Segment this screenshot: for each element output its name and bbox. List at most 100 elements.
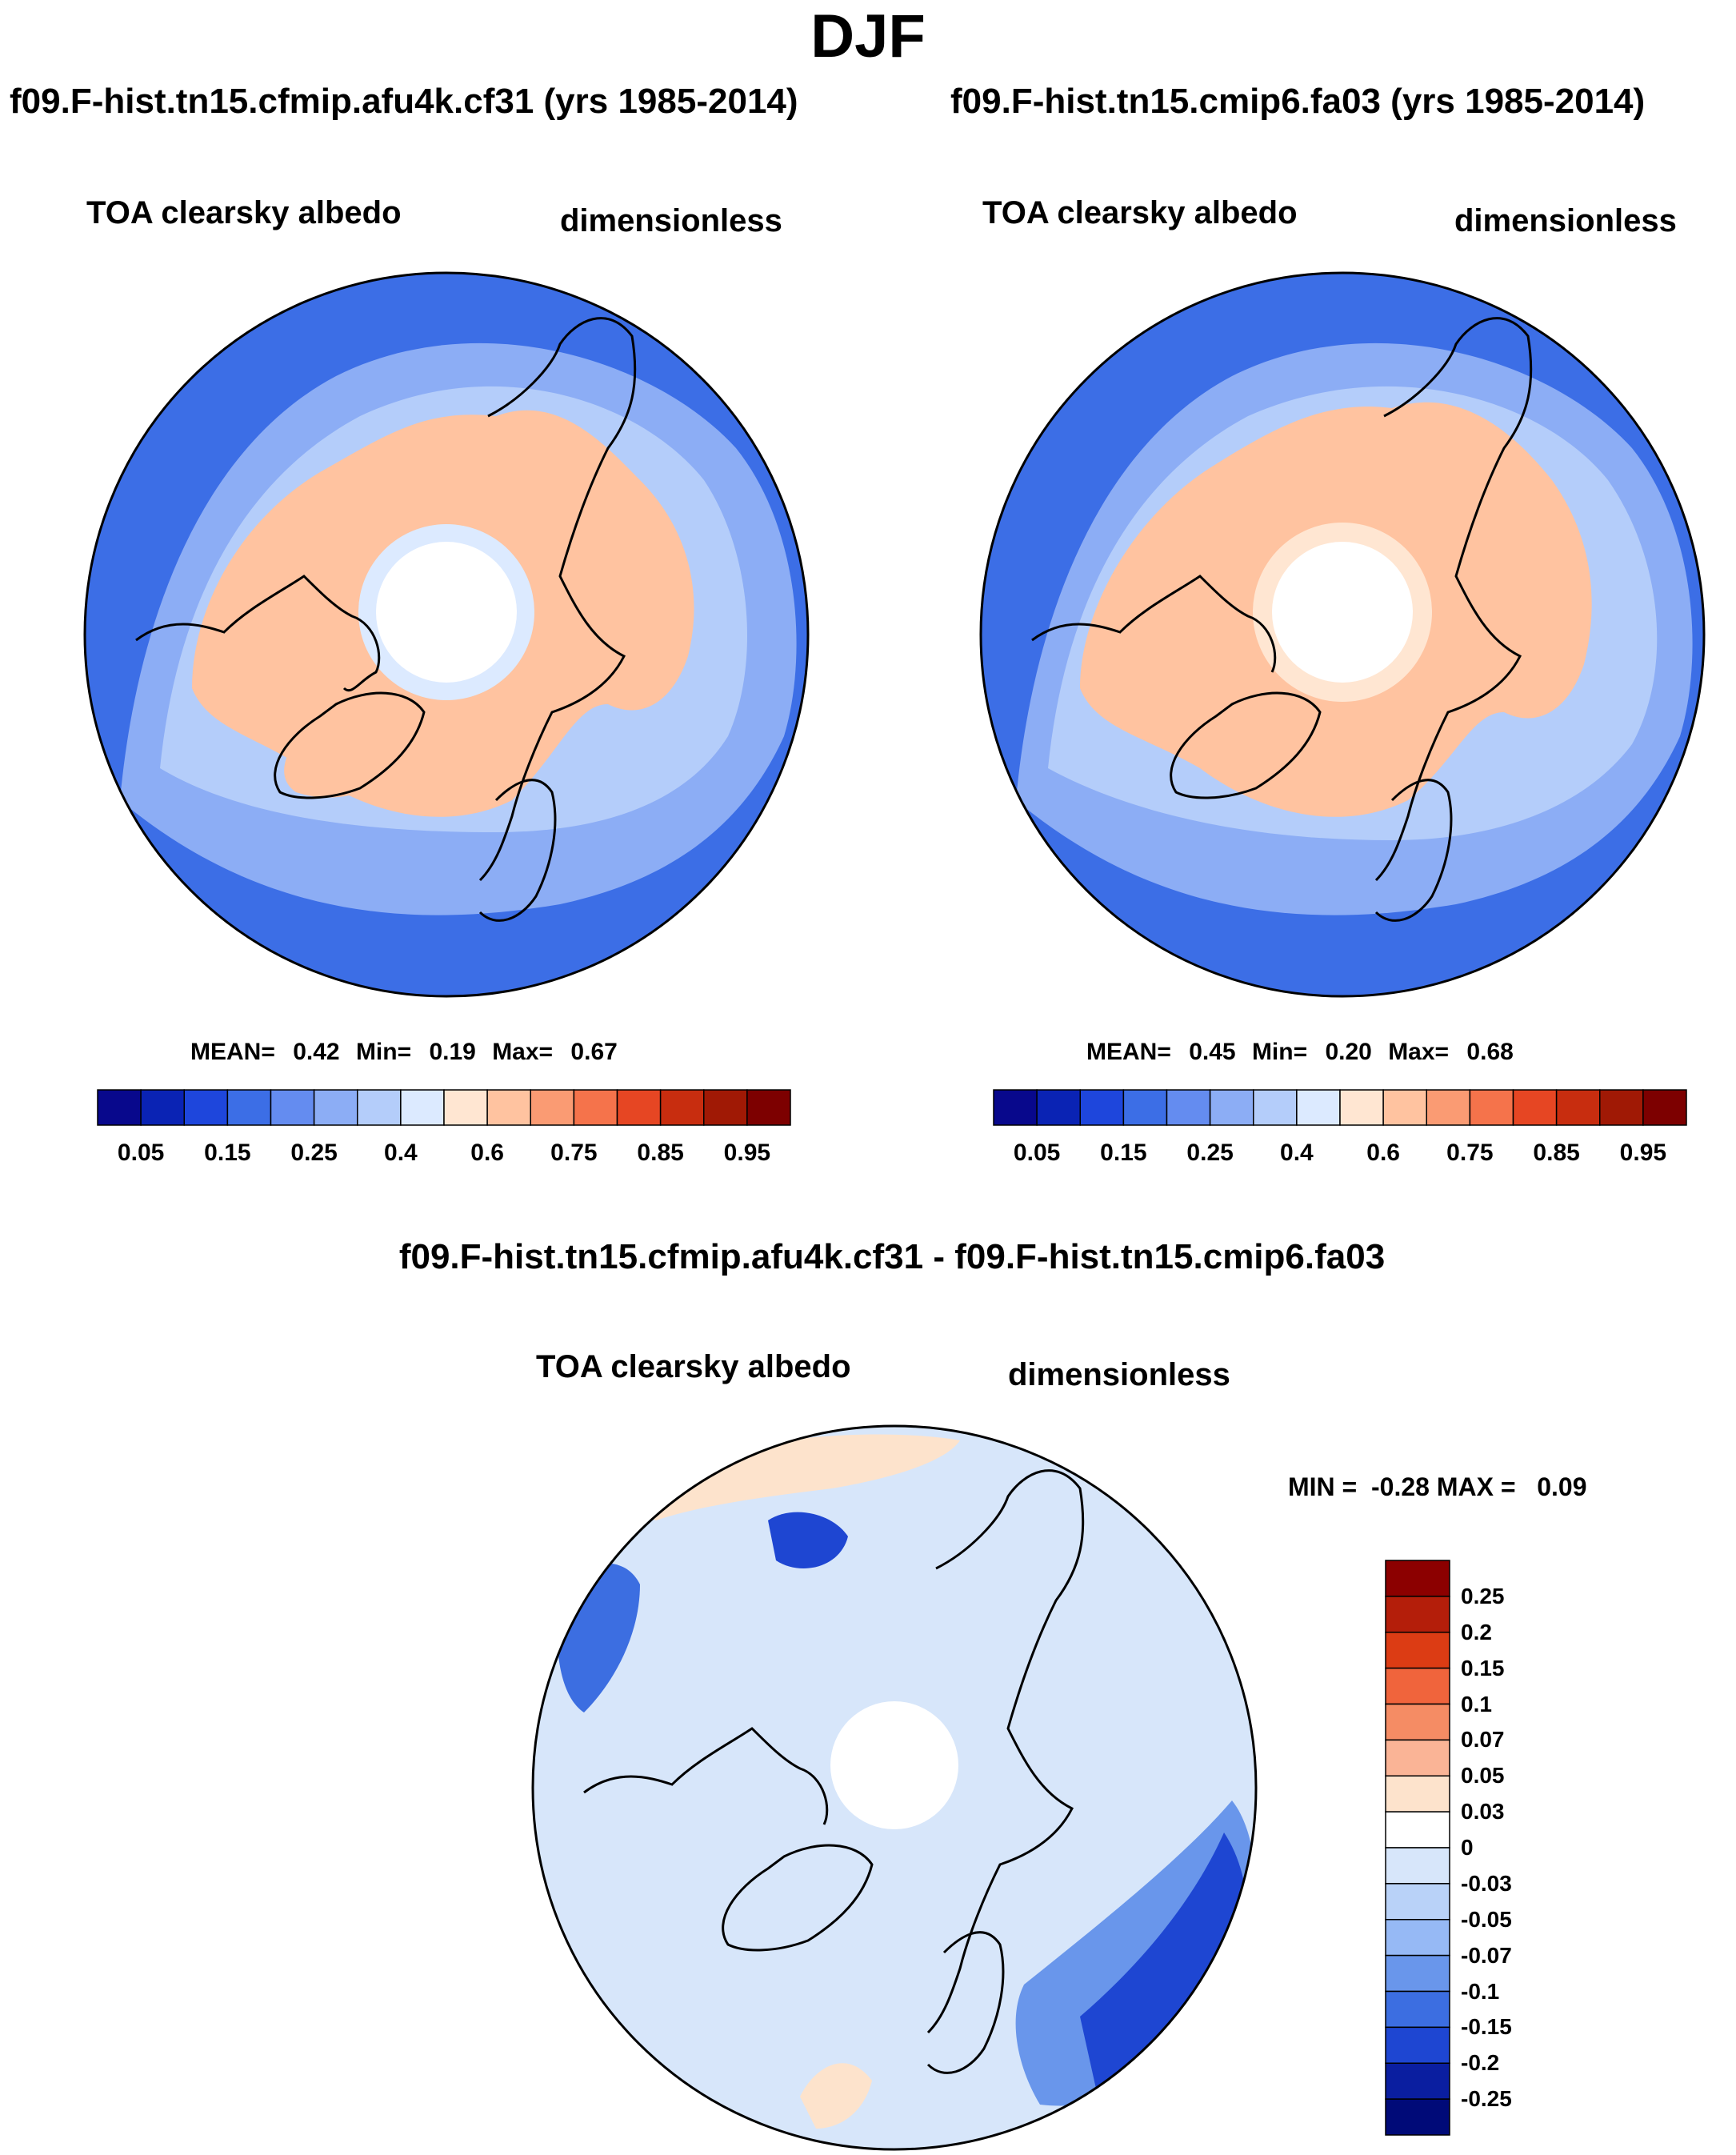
- colorbar-tick-label: 0.05: [117, 1140, 165, 1166]
- right-units-label: dimensionless: [1454, 203, 1677, 238]
- colorbar-tick-label: 0.05: [1013, 1140, 1061, 1166]
- colorbar-swatch: [1079, 1089, 1125, 1126]
- right-max-value: 0.68: [1466, 1039, 1514, 1065]
- diff-map-coast-greenland: [722, 1844, 874, 1952]
- colorbar-swatch: [1426, 1089, 1471, 1126]
- colorbar-tick-label: 0.6: [1366, 1140, 1400, 1166]
- diff-map-neg-right: [1080, 1833, 1248, 2090]
- colorbar-swatch: [226, 1089, 272, 1126]
- colorbar-tick-label: 0.6: [470, 1140, 504, 1166]
- colorbar-swatch: [357, 1089, 402, 1126]
- colorbar-swatch: [1209, 1089, 1254, 1126]
- diff-colorbar: [1385, 1560, 1450, 2136]
- left-min-label: Min=: [355, 1039, 412, 1065]
- colorbar-tick-label: 0.25: [1186, 1140, 1234, 1166]
- colorbar-swatch: [1253, 1089, 1298, 1126]
- colorbar-tick-label: 0.25: [290, 1140, 338, 1166]
- right-map-coast-scandinavia: [1374, 779, 1453, 922]
- colorbar-swatch: [703, 1089, 748, 1126]
- right-mean-label: MEAN=: [1086, 1039, 1171, 1065]
- right-map-pole-hole: [1272, 542, 1413, 683]
- left-map-greenland: [284, 691, 418, 798]
- diff-colorbar-swatch: [1385, 1883, 1450, 1921]
- diff-map-pos-bottom: [800, 2063, 872, 2129]
- diff-colorbar-swatch: [1385, 2026, 1450, 2064]
- diff-colorbar-tick-label: 0.15: [1461, 1655, 1505, 1680]
- right-map-land-high: [1080, 402, 1592, 817]
- diff-map-pos-top: [608, 1434, 960, 1520]
- colorbar-tick-label: 0.75: [1446, 1140, 1494, 1166]
- page-title: DJF: [810, 2, 926, 70]
- diff-colorbar-swatch: [1385, 1739, 1450, 1776]
- colorbar-swatch: [1036, 1089, 1081, 1126]
- colorbar-swatch: [993, 1089, 1038, 1126]
- right-colorbar-labels: 0.05 0.15 0.25 0.4 0.6 0.75 0.85 0.95: [994, 1140, 1686, 1172]
- right-variable-label: TOA clearsky albedo: [982, 195, 1298, 230]
- right-map-coast-eurasia: [1374, 317, 1533, 882]
- colorbar-swatch: [1296, 1089, 1341, 1126]
- diff-map-coast-eurasia: [926, 1469, 1085, 2034]
- right-map-coast-greenland: [1170, 691, 1322, 799]
- diff-colorbar-swatch: [1385, 1703, 1450, 1741]
- diff-map-neg-right-mid: [1015, 1801, 1256, 2106]
- diff-colorbar-tick-label: -0.07: [1461, 1942, 1512, 1968]
- colorbar-swatch: [1642, 1089, 1687, 1126]
- colorbar-tick-label: 0.95: [1619, 1140, 1667, 1166]
- colorbar-swatch: [313, 1089, 358, 1126]
- left-stats: MEAN= 0.42 Min= 0.19 Max= 0.67: [190, 1039, 618, 1066]
- diff-colorbar-tick-label: -0.25: [1461, 2086, 1512, 2112]
- colorbar-swatch: [443, 1089, 488, 1126]
- left-map-land-high: [192, 410, 694, 817]
- diff-colorbar-swatch: [1385, 1919, 1450, 1957]
- left-map-coast-greenland: [274, 691, 426, 799]
- diff-colorbar-tick-label: -0.15: [1461, 2014, 1512, 2040]
- left-map-pole-ring: [358, 524, 534, 700]
- diff-colorbar-swatch: [1385, 1667, 1450, 1705]
- colorbar-swatch: [530, 1089, 575, 1126]
- diff-colorbar-tick-label: 0.05: [1461, 1763, 1505, 1788]
- diff-variable-label: TOA clearsky albedo: [536, 1349, 851, 1384]
- diff-colorbar-tick-label: 0.03: [1461, 1799, 1505, 1825]
- right-run-title: f09.F-hist.tn15.cmip6.fa03 (yrs 1985-201…: [950, 82, 1646, 121]
- right-colorbar: [993, 1089, 1687, 1126]
- diff-colorbar-tick-label: -0.05: [1461, 1906, 1512, 1932]
- right-mean-value: 0.45: [1189, 1039, 1236, 1065]
- colorbar-swatch: [659, 1089, 705, 1126]
- left-map-pole-hole: [376, 542, 517, 683]
- left-mean-label: MEAN=: [190, 1039, 275, 1065]
- colorbar-tick-label: 0.75: [550, 1140, 598, 1166]
- right-map-ocean: [981, 273, 1704, 996]
- diff-colorbar-tick-label: 0.2: [1461, 1619, 1492, 1644]
- diff-colorbar-labels: 0.25 0.2 0.15 0.1 0.07 0.05 0.03 0 -0.03 -0.05 -0.…: [1461, 1560, 1573, 2135]
- colorbar-swatch: [616, 1089, 662, 1126]
- colorbar-tick-label: 0.4: [1280, 1140, 1314, 1166]
- diff-map-coast-na: [583, 1727, 829, 1825]
- diff-map-coast-scandinavia: [926, 1931, 1005, 2074]
- right-map-band-mid: [1016, 342, 1693, 915]
- colorbar-swatch: [746, 1089, 791, 1126]
- right-stats: MEAN= 0.45 Min= 0.20 Max= 0.68: [1086, 1039, 1514, 1066]
- left-variable-label: TOA clearsky albedo: [86, 195, 402, 230]
- right-map-pole-ring: [1253, 523, 1432, 702]
- right-map-coast-na: [1031, 575, 1277, 673]
- left-colorbar-labels: 0.05 0.15 0.25 0.4 0.6 0.75 0.85 0.95: [98, 1140, 790, 1172]
- colorbar-swatch: [97, 1089, 142, 1126]
- colorbar-tick-label: 0.85: [1533, 1140, 1580, 1166]
- left-units-label: dimensionless: [560, 203, 782, 238]
- diff-colorbar-swatch: [1385, 1811, 1450, 1849]
- colorbar-swatch: [1555, 1089, 1601, 1126]
- colorbar-swatch: [140, 1089, 185, 1126]
- left-map-ocean: [85, 273, 808, 996]
- diff-colorbar-swatch: [1385, 1560, 1450, 1597]
- left-min-value: 0.19: [429, 1039, 476, 1065]
- colorbar-tick-label: 0.15: [1100, 1140, 1147, 1166]
- diff-colorbar-tick-label: -0.2: [1461, 2050, 1500, 2076]
- left-colorbar: [97, 1089, 791, 1126]
- left-map-coast-na: [135, 575, 381, 691]
- colorbar-swatch: [1469, 1089, 1514, 1126]
- left-max-label: Max=: [492, 1039, 554, 1065]
- diff-units-label: dimensionless: [1008, 1357, 1230, 1392]
- diff-colorbar-swatch: [1385, 1632, 1450, 1669]
- colorbar-swatch: [486, 1089, 531, 1126]
- diff-colorbar-tick-label: 0.1: [1461, 1691, 1492, 1716]
